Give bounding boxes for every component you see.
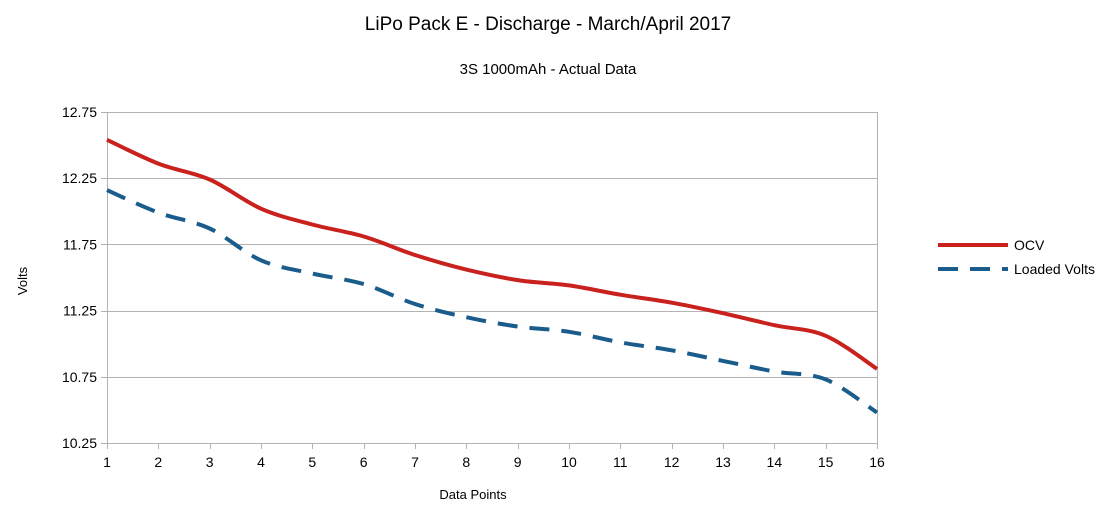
x-tick-label: 3 xyxy=(206,454,214,470)
y-tick-label: 11.75 xyxy=(63,236,97,252)
legend: OCV Loaded Volts xyxy=(938,237,1095,277)
x-tick-label: 9 xyxy=(514,454,522,470)
x-tick-label: 6 xyxy=(360,454,368,470)
x-tick-label: 1 xyxy=(103,454,111,470)
grid xyxy=(107,112,877,444)
x-tick-label: 12 xyxy=(664,454,680,470)
y-tick-label: 11.25 xyxy=(63,303,97,319)
y-tick-label: 12.25 xyxy=(62,170,97,186)
series-line-ocv xyxy=(106,137,879,371)
y-axis-ticks: 12.75 12.25 11.75 11.25 10.75 10.25 xyxy=(62,104,107,451)
legend-label-ocv: OCV xyxy=(1014,237,1045,253)
y-axis-title: Volts xyxy=(15,266,30,295)
x-tick-label: 15 xyxy=(818,454,834,470)
x-tick-label: 7 xyxy=(411,454,419,470)
x-axis-title: Data Points xyxy=(439,487,507,502)
legend-label-loaded-volts: Loaded Volts xyxy=(1014,261,1095,277)
x-tick-label: 11 xyxy=(613,454,628,470)
x-tick-label: 8 xyxy=(462,454,470,470)
x-tick-label: 5 xyxy=(308,454,316,470)
plot-area-border xyxy=(107,112,878,444)
x-tick-label: 16 xyxy=(869,454,885,470)
chart-subtitle: 3S 1000mAh - Actual Data xyxy=(460,61,637,78)
series-lines xyxy=(106,137,879,415)
x-tick-label: 13 xyxy=(715,454,731,470)
y-tick-label: 10.75 xyxy=(62,369,97,385)
y-tick-label: 12.75 xyxy=(62,104,97,120)
x-tick-label: 14 xyxy=(767,454,783,470)
chart-title: LiPo Pack E - Discharge - March/April 20… xyxy=(365,14,731,35)
x-tick-label: 4 xyxy=(257,454,265,470)
x-tick-label: 10 xyxy=(561,454,577,470)
series-line-loaded-volts xyxy=(106,188,879,415)
x-axis-ticks: 1 2 3 4 5 6 7 8 9 10 11 12 13 14 15 16 xyxy=(103,443,885,470)
x-tick-label: 2 xyxy=(154,454,162,470)
y-tick-label: 10.25 xyxy=(62,435,97,451)
